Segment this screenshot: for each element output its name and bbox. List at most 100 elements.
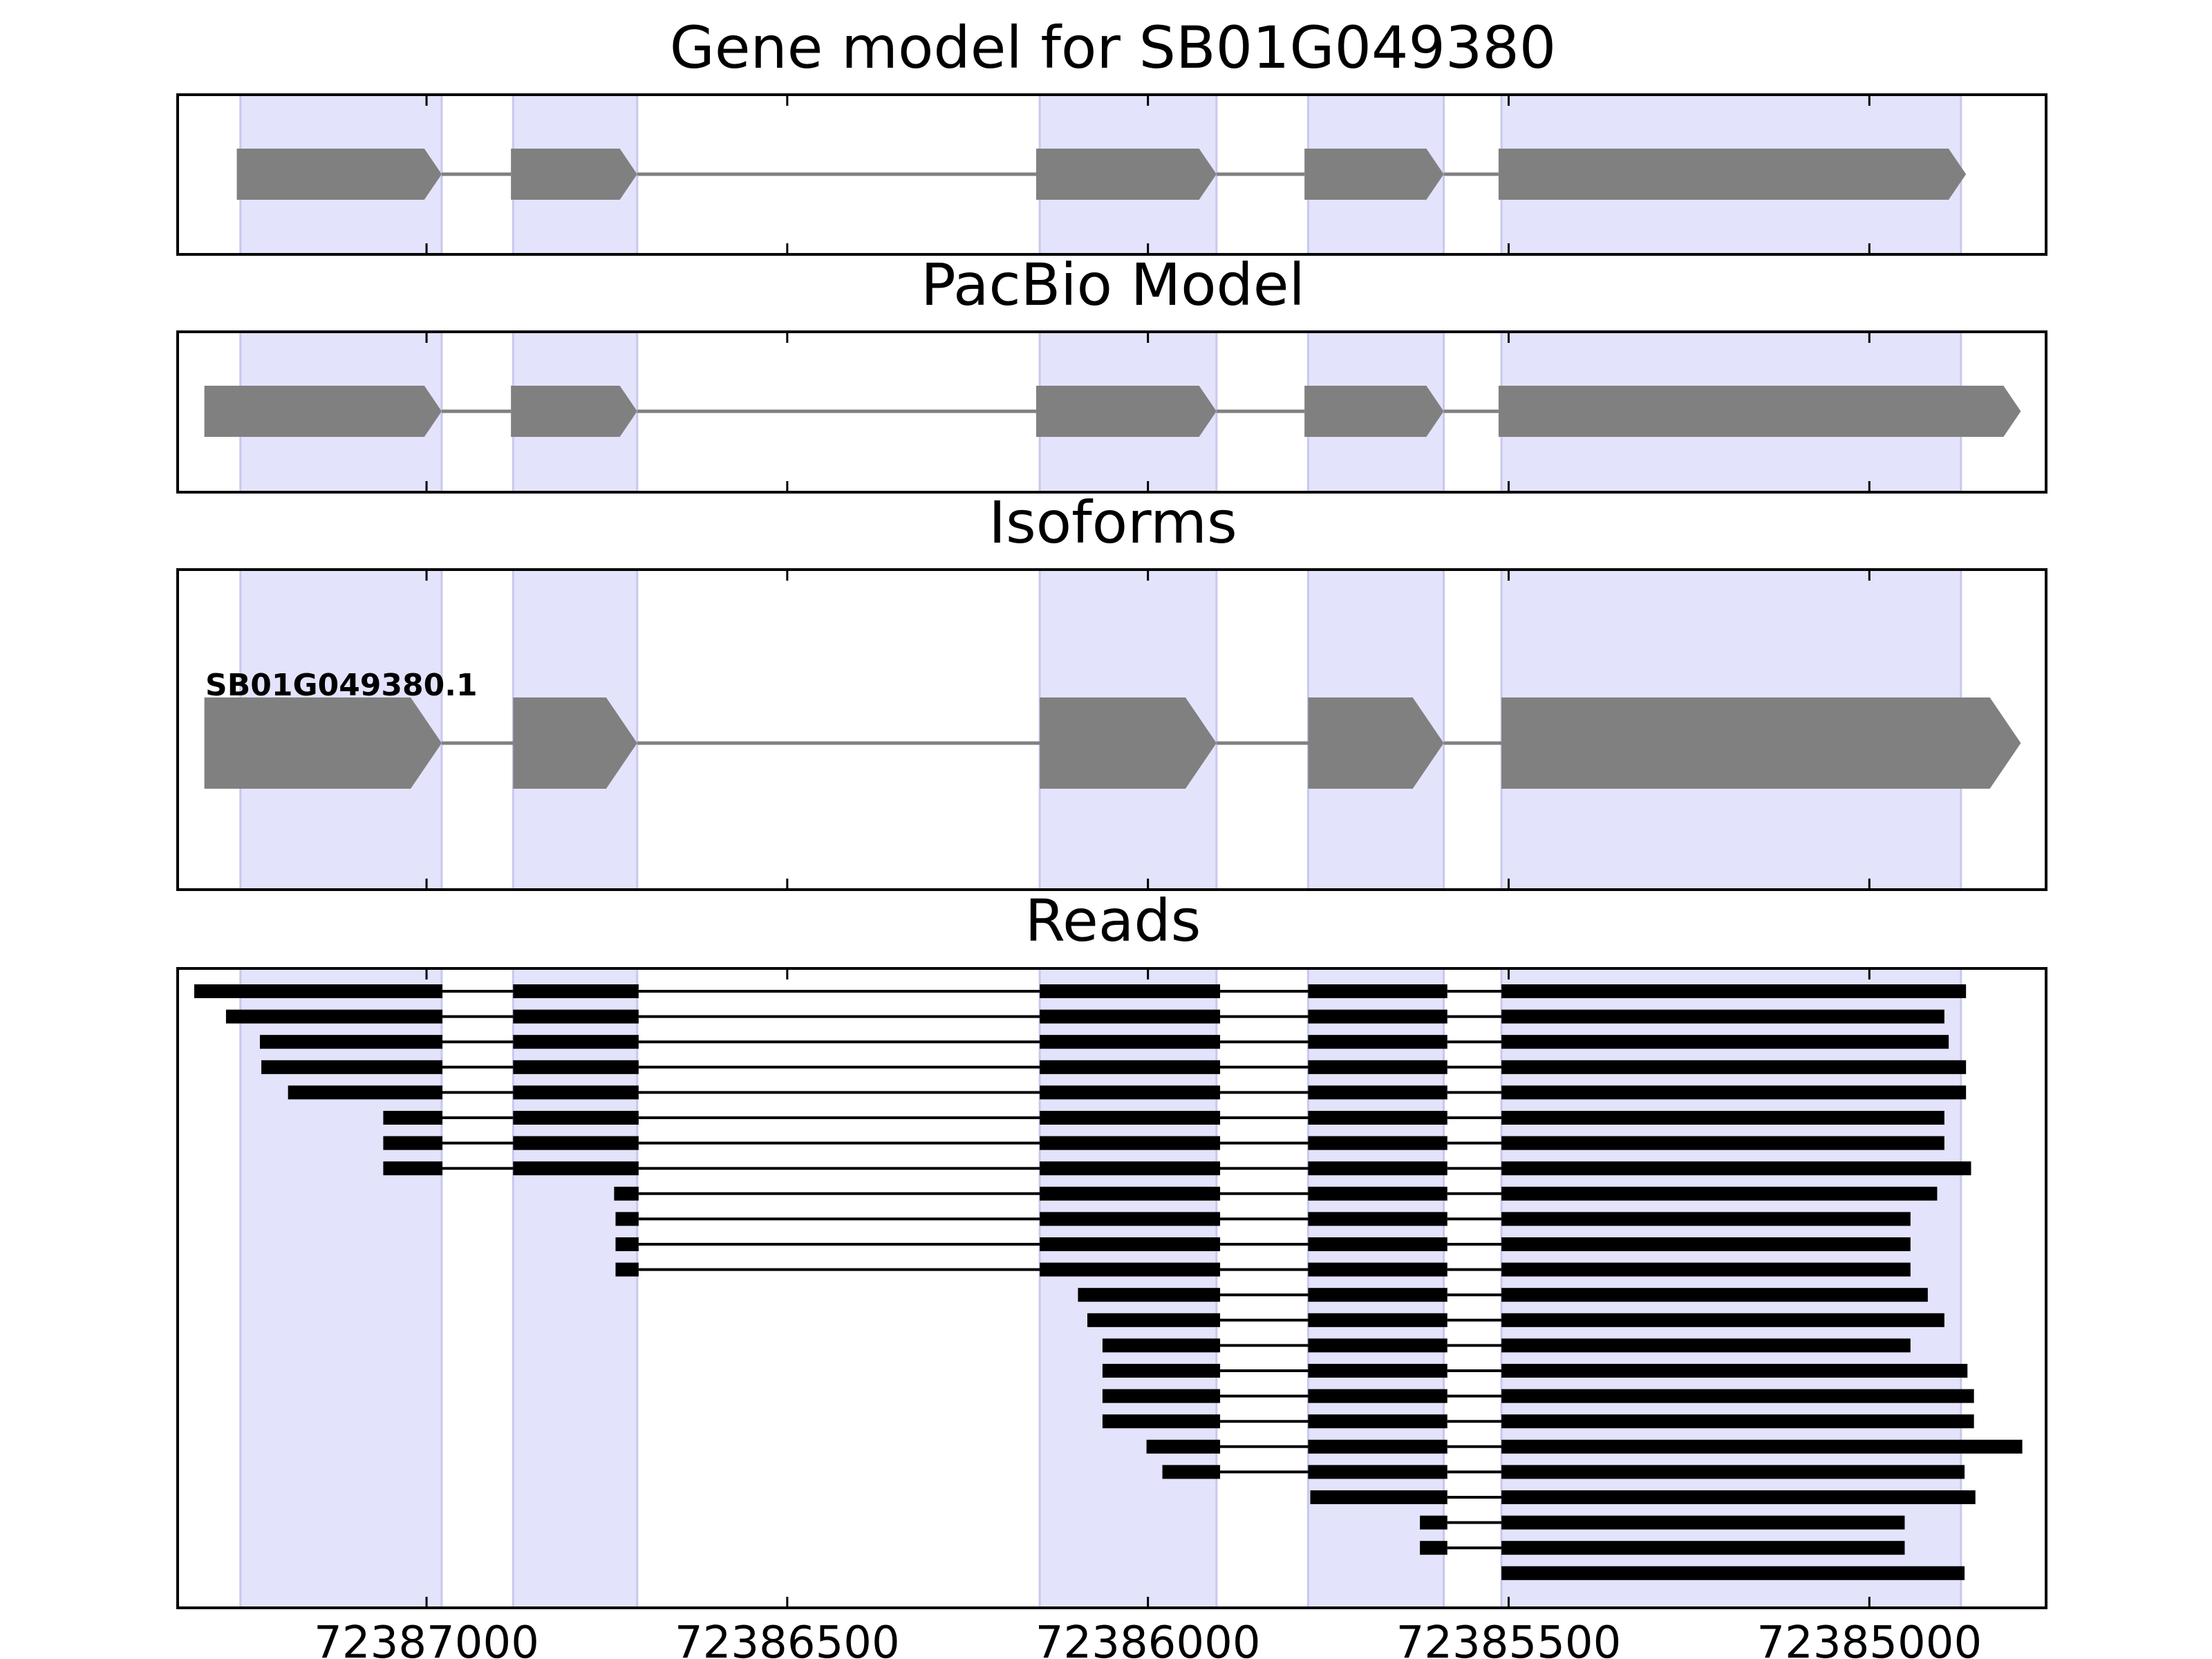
read-exon-block [1102,1414,1221,1429]
read-exon-block [1501,1465,1965,1479]
reads-track [194,984,2023,1580]
pacbio-title: PacBio Model [921,251,1305,319]
read-exon-block [1308,1035,1447,1049]
read-exon-block [1501,1237,1911,1251]
read-exon-block [1501,1389,1974,1403]
read-exon-block [1501,1136,1944,1150]
axis-ticks [425,968,1871,1608]
read-exon-block [1501,1035,1949,1049]
read-exon-block [1078,1288,1221,1302]
read-exon-block [1308,1060,1447,1074]
read-row [259,1035,1949,1049]
isoforms-title: Isoforms [988,489,1237,556]
gene-model-title: Gene model for SB01G049380 [670,14,1556,82]
read-exon-block [1501,1060,1967,1074]
isoform-exon [513,697,637,789]
read-exon-block [383,1136,443,1150]
read-exon-block [1040,1009,1221,1024]
read-exon-block [513,984,639,998]
isoform-exon [1308,697,1444,789]
read-exon-block [1501,1212,1911,1226]
x-tick-label: 72386500 [675,1618,900,1659]
isoform-exon [1501,697,2021,789]
isoforms-panel: SB01G049380.1 [176,568,2047,891]
read-exon-block [1501,1009,1944,1024]
x-tick-label: 72386000 [1035,1618,1261,1659]
read-exon-block [1308,1313,1447,1327]
read-exon-block [513,1009,639,1024]
read-exon-block [615,1237,639,1251]
read-exon-block [288,1085,443,1100]
read-exon-block [1040,1060,1221,1074]
read-exon-block [1501,1566,1965,1580]
pacbio-model-exon [1304,386,1444,437]
read-exon-block [1040,1035,1221,1049]
read-exon-block [1501,1515,1905,1530]
read-exon-block [1087,1313,1221,1327]
read-exon-block [513,1060,639,1074]
read-exon-block [1501,1364,1968,1378]
x-tick-label: 72385000 [1756,1618,1982,1659]
read-exon-block [1040,1212,1221,1226]
pacbio-model-track [204,386,2021,437]
read-exon-block [614,1186,639,1201]
pacbio-model-panel [176,330,2047,494]
pacbio-model-exon [511,386,637,437]
read-exon-block [225,1009,443,1024]
read-exon-block [1310,1490,1447,1504]
read-exon-block [1040,1186,1221,1201]
x-tick-label: 72387000 [314,1618,539,1659]
x-axis-tick-labels: 72387000 72386500 72386000 72385500 72385000 [314,1618,1982,1659]
read-exon-block [383,1111,443,1125]
read-exon-block [1308,1364,1447,1378]
read-exon-block [1308,1288,1447,1302]
read-row [1102,1414,1974,1429]
read-exon-block [1102,1389,1221,1403]
read-exon-block [1040,1136,1221,1150]
read-row [1162,1465,1965,1479]
read-exon-block [1040,1111,1221,1125]
read-row [194,984,1967,998]
panel-frame [176,568,2047,891]
read-row [1102,1338,1911,1353]
read-exon-block [1308,1262,1447,1277]
read-row [1087,1313,1944,1327]
read-row [1146,1439,2023,1454]
read-exon-block [1308,1085,1447,1100]
panel-frame [176,93,2047,256]
read-exon-block [1501,984,1967,998]
read-exon-block [1308,1136,1447,1150]
read-row [383,1161,1971,1176]
read-exon-block [1501,1186,1938,1201]
read-row [1310,1490,1976,1504]
read-exon-block [1308,1338,1447,1353]
read-row [383,1111,1944,1125]
gene-model-exon [1304,149,1444,200]
panel-frame [176,330,2047,494]
read-exon-block [1040,1262,1221,1277]
read-exon-block [259,1035,443,1049]
read-row [383,1136,1944,1150]
read-exon-block [513,1085,639,1100]
read-exon-block [1308,1009,1447,1024]
read-exon-block [1501,1288,1928,1302]
read-row [1501,1566,1965,1580]
read-row [615,1237,1911,1251]
read-exon-block [1308,984,1447,998]
read-exon-block [615,1262,639,1277]
isoform-exon [1040,697,1217,789]
read-row [1102,1389,1974,1403]
read-row [1420,1541,1905,1555]
axis-ticks [425,95,1871,254]
read-exon-block [1308,1237,1447,1251]
read-exon-block [1420,1515,1447,1530]
read-exon-block [1308,1161,1447,1176]
gene-model-exon [511,149,637,200]
read-exon-block [1308,1414,1447,1429]
read-exon-block [1501,1541,1905,1555]
read-exon-block [1501,1439,2023,1454]
axis-ticks [425,570,1871,890]
read-exon-block [1420,1541,1447,1555]
pacbio-model-exon [1498,386,2021,437]
